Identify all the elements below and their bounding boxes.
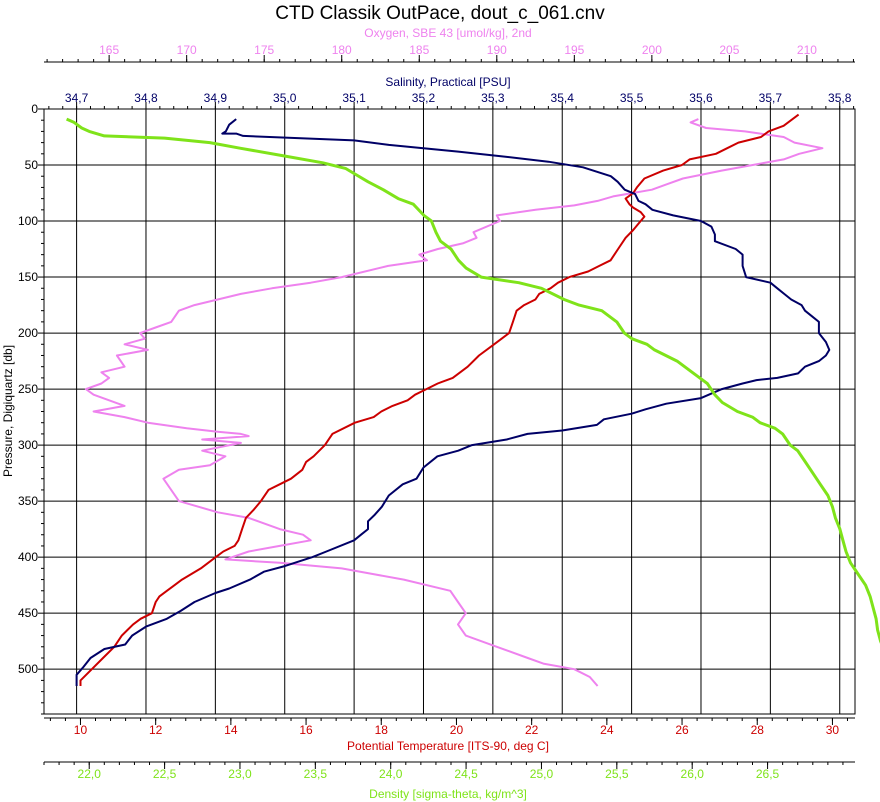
density-axis-title: Density [sigma-theta, kg/m^3] — [369, 787, 527, 801]
salinity-tick-label: 34,7 — [65, 91, 89, 105]
temperature-tick-label: 10 — [74, 723, 88, 737]
density-series-line — [65, 117, 880, 644]
density-tick-label: 23,5 — [304, 767, 328, 781]
salinity-tick-label: 35,2 — [412, 91, 436, 105]
salinity-tick-label: 35,3 — [481, 91, 505, 105]
pressure-tick-label: 350 — [18, 494, 38, 508]
temperature-tick-label: 30 — [826, 723, 840, 737]
temperature-tick-label: 16 — [299, 723, 313, 737]
pressure-tick-label: 100 — [18, 214, 38, 228]
oxygen-tick-label: 190 — [487, 43, 507, 57]
density-tick-label: 26,5 — [756, 767, 780, 781]
salinity-series-line — [75, 118, 831, 686]
pressure-tick-label: 200 — [18, 326, 38, 340]
temperature-tick-label: 20 — [450, 723, 464, 737]
pressure-tick-label: 0 — [31, 102, 38, 116]
oxygen-tick-label: 180 — [332, 43, 352, 57]
oxygen-tick-label: 205 — [719, 43, 739, 57]
grid — [44, 108, 855, 714]
density-tick-label: 22,5 — [153, 767, 177, 781]
pressure-tick-label: 250 — [18, 382, 38, 396]
temperature-tick-label: 28 — [751, 723, 765, 737]
series-layer — [65, 113, 880, 687]
pressure-tick-label: 50 — [25, 158, 39, 172]
pressure-tick-label: 150 — [18, 270, 38, 284]
salinity-tick-label: 35,7 — [759, 91, 783, 105]
temperature-tick-label: 26 — [675, 723, 689, 737]
chart-title: CTD Classik OutPace, dout_c_061.cnv — [275, 3, 605, 24]
salinity-axis: 34,7 34,8 34,9 35,0 35,1 35,2 35,3 35,4 35,5 35,6… — [48, 91, 855, 109]
pressure-axis: 0 50 100 150 200 250 300 350 400 450 500 — [18, 102, 44, 715]
salinity-tick-label: 35,4 — [551, 91, 575, 105]
density-tick-label: 25,0 — [530, 767, 554, 781]
temperature-axis: 10 12 14 16 18 20 22 24 26 28 30 — [44, 717, 855, 737]
temperature-tick-label: 12 — [149, 723, 163, 737]
oxygen-tick-label: 170 — [177, 43, 197, 57]
pressure-axis-title: Pressure, Digiquartz [db] — [1, 345, 15, 477]
oxygen-tick-label: 200 — [642, 43, 662, 57]
plot-area — [43, 108, 856, 715]
salinity-tick-label: 35,8 — [828, 91, 852, 105]
oxygen-tick-label: 175 — [254, 43, 274, 57]
oxygen-axis: 165 170 175 180 185 190 195 200 205 210 — [44, 43, 855, 63]
temperature-axis-title: Potential Temperature [ITS-90, deg C] — [347, 739, 549, 753]
temperature-tick-label: 14 — [224, 723, 238, 737]
salinity-tick-label: 35,0 — [273, 91, 297, 105]
temperature-tick-label: 24 — [600, 723, 614, 737]
density-tick-label: 24,5 — [454, 767, 478, 781]
density-tick-label: 22,0 — [78, 767, 102, 781]
salinity-tick-label: 34,9 — [204, 91, 228, 105]
temperature-tick-label: 22 — [525, 723, 539, 737]
oxygen-tick-label: 185 — [409, 43, 429, 57]
salinity-axis-title: Salinity, Practical [PSU] — [385, 75, 510, 89]
oxygen-tick-label: 195 — [564, 43, 584, 57]
density-tick-label: 26,0 — [681, 767, 705, 781]
oxygen-series-line — [84, 118, 824, 687]
density-axis: 22,0 22,5 23,0 23,5 24,0 24,5 25,0 25,5 26,0 26,5 — [43, 761, 855, 781]
temperature-tick-label: 18 — [375, 723, 389, 737]
pressure-tick-label: 500 — [18, 662, 38, 676]
oxygen-tick-label: 210 — [797, 43, 817, 57]
salinity-tick-label: 34,8 — [134, 91, 158, 105]
density-tick-label: 25,5 — [605, 767, 629, 781]
pressure-tick-label: 300 — [18, 438, 38, 452]
oxygen-tick-label: 165 — [99, 43, 119, 57]
density-tick-label: 24,0 — [379, 767, 403, 781]
pressure-tick-label: 400 — [18, 550, 38, 564]
salinity-tick-label: 35,1 — [342, 91, 366, 105]
salinity-tick-label: 35,5 — [620, 91, 644, 105]
density-tick-label: 23,0 — [228, 767, 252, 781]
pressure-tick-label: 450 — [18, 606, 38, 620]
oxygen-axis-title: Oxygen, SBE 43 [umol/kg], 2nd — [364, 26, 531, 40]
salinity-tick-label: 35,6 — [689, 91, 713, 105]
